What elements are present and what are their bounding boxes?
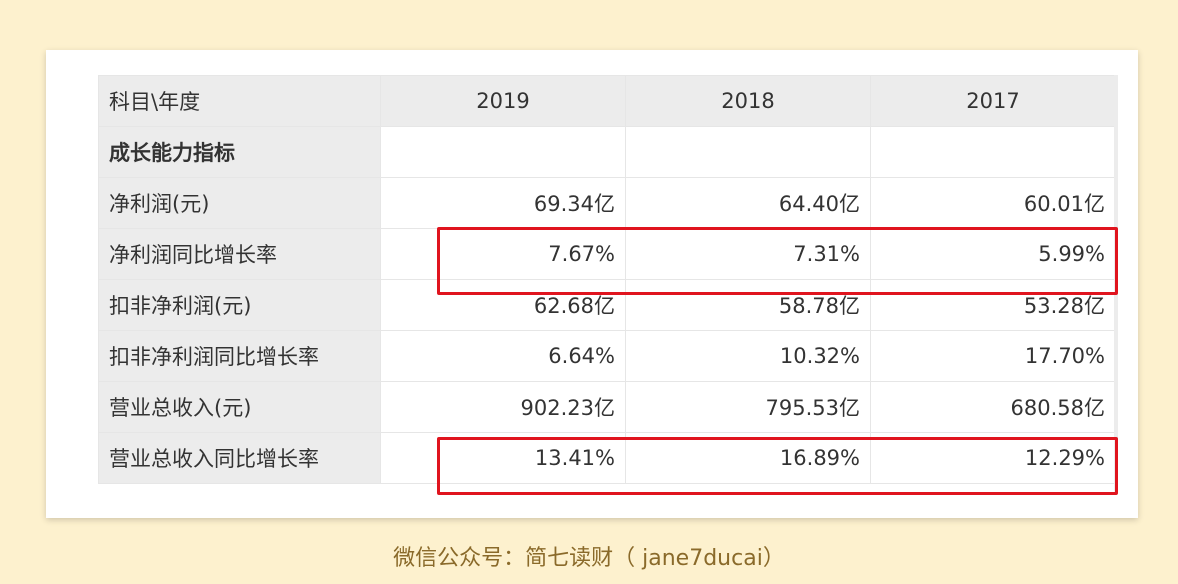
table-card: 科目\年度 2019 2018 2017 成长能力指标 净利润(元) 69.34… <box>46 50 1138 518</box>
row-label: 营业总收入同比增长率 <box>98 432 381 484</box>
highlight-box-revenue-growth <box>437 437 1118 495</box>
row-value-2019: 6.64% <box>380 330 626 382</box>
row-value-2018: 10.32% <box>625 330 871 382</box>
row-value-2019: 902.23亿 <box>380 381 626 433</box>
table-row-deducted-net-profit: 扣非净利润(元) 62.68亿 58.78亿 53.28亿 <box>98 279 1116 331</box>
highlight-box-net-profit-growth <box>437 227 1118 295</box>
table-row-deducted-net-profit-growth: 扣非净利润同比增长率 6.64% 10.32% 17.70% <box>98 330 1116 382</box>
row-label: 扣非净利润(元) <box>98 279 381 331</box>
header-year-2017: 2017 <box>870 75 1116 127</box>
table-row-net-profit-growth: 净利润同比增长率 7.67% 7.31% 5.99% <box>98 228 1116 280</box>
row-value-2018: 64.40亿 <box>625 177 871 229</box>
row-value-2017: 60.01亿 <box>870 177 1116 229</box>
row-label: 净利润(元) <box>98 177 381 229</box>
row-value-2017: 680.58亿 <box>870 381 1116 433</box>
section-row: 成长能力指标 <box>98 126 1116 178</box>
empty-cell <box>870 126 1116 178</box>
row-value-2017: 17.70% <box>870 330 1116 382</box>
table-row-total-revenue: 营业总收入(元) 902.23亿 795.53亿 680.58亿 <box>98 381 1116 433</box>
row-value-2018: 16.89% <box>625 432 871 484</box>
row-value-2018: 58.78亿 <box>625 279 871 331</box>
row-value-2019: 62.68亿 <box>380 279 626 331</box>
section-title: 成长能力指标 <box>98 126 381 178</box>
row-label: 净利润同比增长率 <box>98 228 381 280</box>
header-year-2018: 2018 <box>625 75 871 127</box>
empty-cell <box>625 126 871 178</box>
table-header-row: 科目\年度 2019 2018 2017 <box>98 75 1116 127</box>
row-value-2017: 5.99% <box>870 228 1116 280</box>
row-label: 营业总收入(元) <box>98 381 381 433</box>
header-label-cell: 科目\年度 <box>98 75 381 127</box>
table-row-total-revenue-growth: 营业总收入同比增长率 13.41% 16.89% 12.29% <box>98 432 1116 484</box>
header-year-2019: 2019 <box>380 75 626 127</box>
wechat-caption: 微信公众号：简七读财（ jane7ducai） <box>393 546 785 571</box>
empty-cell <box>380 126 626 178</box>
row-value-2017: 12.29% <box>870 432 1116 484</box>
row-value-2019: 69.34亿 <box>380 177 626 229</box>
row-value-2017: 53.28亿 <box>870 279 1116 331</box>
table-row-net-profit: 净利润(元) 69.34亿 64.40亿 60.01亿 <box>98 177 1116 229</box>
row-value-2018: 795.53亿 <box>625 381 871 433</box>
row-value-2019: 13.41% <box>380 432 626 484</box>
row-label: 扣非净利润同比增长率 <box>98 330 381 382</box>
row-value-2018: 7.31% <box>625 228 871 280</box>
growth-metrics-table: 科目\年度 2019 2018 2017 成长能力指标 净利润(元) 69.34… <box>98 75 1116 484</box>
